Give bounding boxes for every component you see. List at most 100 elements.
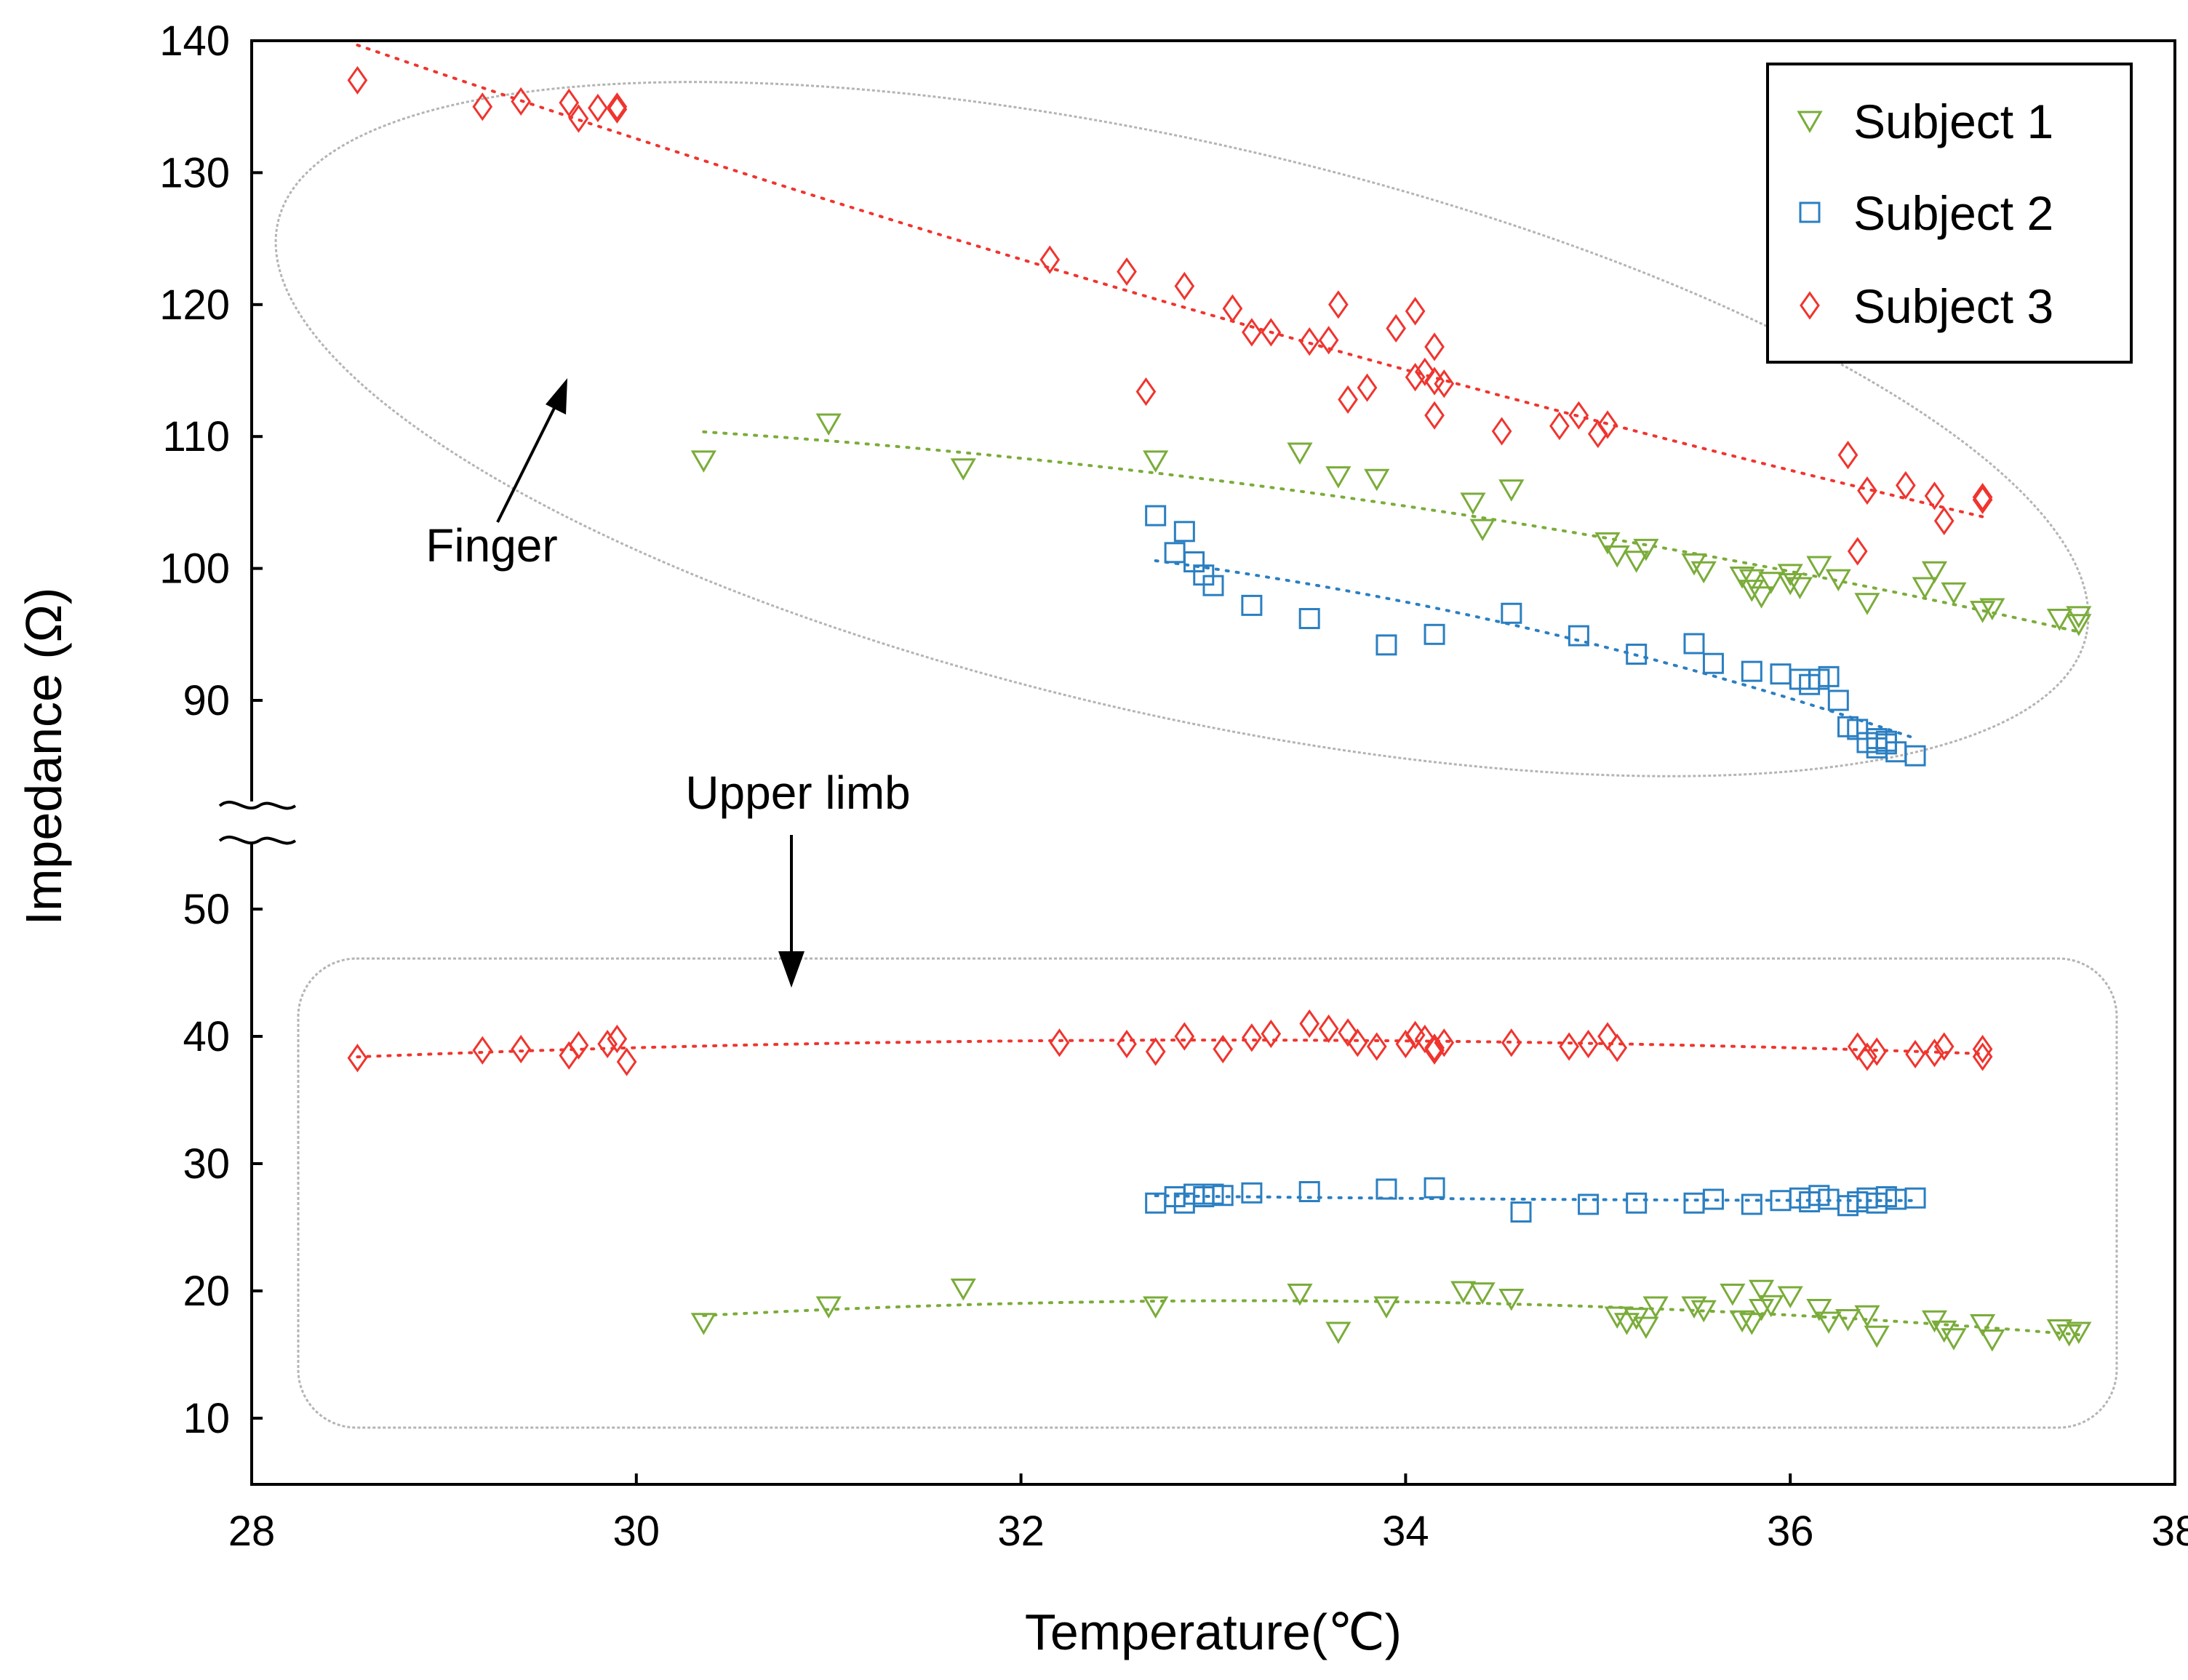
data-point-subject-1	[1758, 1295, 1784, 1318]
data-point-subject-3	[1559, 1032, 1579, 1061]
data-point-subject-1	[2046, 609, 2072, 631]
data-point-subject-1	[1748, 1299, 1775, 1321]
data-point-subject-3	[1338, 1018, 1358, 1047]
data-point-subject-1	[1720, 1284, 1746, 1306]
upper-limb-arrow-head	[778, 951, 804, 988]
data-point-subject-3	[1501, 1028, 1522, 1057]
x-tick-label: 34	[1382, 1508, 1429, 1555]
data-point-subject-3	[1597, 1022, 1618, 1051]
data-point-subject-1	[1624, 551, 1650, 573]
data-point-subject-1	[950, 1279, 976, 1301]
data-point-subject-1	[1594, 532, 1621, 555]
data-point-subject-1	[1816, 1311, 1842, 1335]
data-point-subject-2	[1626, 1192, 1648, 1214]
data-point-subject-3	[559, 1041, 580, 1070]
data-point-subject-3	[1933, 506, 1955, 535]
data-point-subject-1	[1825, 569, 1851, 592]
legend-marker-subject-2	[1799, 201, 1821, 223]
data-point-subject-2	[1164, 542, 1186, 564]
data-point-subject-3	[1049, 1028, 1070, 1057]
data-point-subject-2	[1376, 634, 1397, 656]
data-point-subject-1	[1758, 572, 1784, 594]
data-point-subject-2	[1173, 521, 1195, 543]
trend-line-subject-1-finger	[702, 430, 2080, 633]
y-tick-label: 40	[183, 1013, 230, 1060]
data-point-subject-3	[1347, 1028, 1368, 1057]
data-point-subject-3	[607, 95, 628, 124]
data-point-subject-3	[1847, 1032, 1868, 1061]
data-point-subject-1	[1806, 556, 1832, 578]
data-point-subject-3	[1972, 483, 1993, 512]
data-point-subject-1	[1777, 1286, 1803, 1309]
data-point-subject-1	[1681, 1296, 1707, 1319]
data-point-subject-2	[1683, 1192, 1705, 1214]
data-point-subject-3	[1434, 1028, 1455, 1057]
data-point-subject-2	[1145, 505, 1167, 527]
data-point-subject-3	[1857, 476, 1877, 505]
legend: Subject 1 Subject 2 Subject 3	[1766, 63, 2133, 364]
data-point-subject-3	[1434, 369, 1455, 399]
data-point-subject-1	[1498, 479, 1525, 502]
y-tick-label: 100	[159, 545, 230, 593]
data-point-subject-3	[1933, 1032, 1955, 1061]
data-points	[347, 65, 2092, 1352]
data-point-subject-3	[1424, 1036, 1445, 1065]
data-point-subject-3	[1857, 1042, 1877, 1071]
data-point-subject-3	[1261, 1019, 1282, 1049]
data-point-subject-3	[1972, 1034, 1993, 1064]
data-point-subject-3	[1549, 412, 1570, 441]
data-point-subject-3	[1866, 1037, 1888, 1066]
data-point-subject-3	[1424, 401, 1445, 430]
data-point-subject-3	[1924, 481, 1945, 511]
data-point-subject-3	[568, 1031, 589, 1060]
data-point-subject-1	[1834, 1309, 1861, 1332]
data-point-subject-2	[1241, 1182, 1263, 1204]
trend-lines	[356, 44, 2080, 1337]
data-point-subject-1	[1748, 586, 1775, 609]
data-point-subject-2	[1501, 602, 1522, 624]
data-point-subject-3	[1395, 1029, 1416, 1059]
data-point-subject-3	[1415, 357, 1435, 386]
data-point-subject-2	[1202, 575, 1224, 596]
y-tick-label: 30	[183, 1140, 230, 1188]
data-point-subject-1	[1633, 538, 1659, 561]
upper-limb-label: Upper limb	[685, 767, 910, 819]
data-point-subject-3	[347, 1044, 368, 1073]
data-point-subject-1	[1729, 566, 1755, 589]
data-point-subject-1	[1681, 553, 1707, 576]
data-point-subject-2	[1818, 665, 1840, 687]
data-point-subject-3	[1261, 318, 1282, 347]
data-point-subject-1	[1469, 519, 1496, 542]
data-point-subject-3	[1415, 1024, 1435, 1054]
data-point-subject-3	[1972, 485, 1993, 514]
data-point-subject-3	[472, 92, 493, 121]
data-point-subject-3	[1338, 385, 1358, 415]
y-tick-label: 120	[159, 281, 230, 329]
data-point-subject-3	[1578, 1029, 1599, 1059]
data-point-subject-1	[1287, 1284, 1313, 1306]
axis-break-squiggle-lower	[218, 835, 297, 845]
axis-break-marker	[218, 800, 298, 845]
y-tick-label: 10	[183, 1395, 230, 1442]
data-point-subject-1	[1738, 1313, 1765, 1335]
data-point-subject-3	[1135, 377, 1157, 407]
finger-label: Finger	[426, 519, 557, 572]
data-point-subject-3	[1117, 257, 1137, 287]
y-tick-label: 50	[183, 886, 230, 933]
data-point-subject-3	[1242, 318, 1262, 347]
data-point-subject-1	[1854, 593, 1880, 615]
data-point-subject-1	[1912, 577, 1938, 599]
data-point-subject-2	[1578, 1193, 1600, 1215]
x-tick-label: 38	[2152, 1508, 2188, 1555]
data-point-subject-3	[1905, 1039, 1925, 1069]
data-point-subject-1	[1748, 1279, 1775, 1303]
data-point-subject-1	[1633, 1316, 1659, 1340]
data-point-subject-3	[1299, 1009, 1320, 1039]
data-point-subject-1	[690, 450, 716, 473]
legend-label: Subject 3	[1853, 279, 2053, 333]
upper-limb-region-box	[297, 957, 2118, 1429]
data-point-subject-3	[511, 87, 531, 116]
data-point-subject-2	[1510, 1201, 1532, 1223]
data-point-subject-2	[1904, 745, 1926, 767]
data-point-subject-3	[1174, 1022, 1195, 1051]
